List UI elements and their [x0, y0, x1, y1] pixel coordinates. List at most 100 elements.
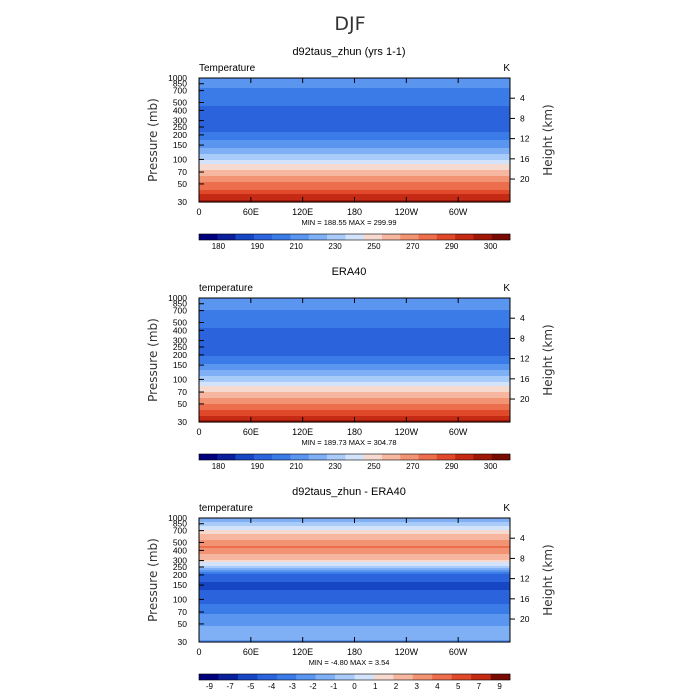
- contour-band: [199, 84, 510, 87]
- contour-band: [199, 548, 510, 551]
- panel-title: d92taus_zhun (yrs 1-1): [292, 46, 405, 58]
- contour-band: [199, 626, 510, 629]
- contour-band: [199, 152, 510, 155]
- colorbar-swatch: [345, 234, 364, 240]
- colorbar-frame: [198, 673, 511, 681]
- y-tick-label: 150: [173, 360, 187, 370]
- contour-band: [199, 372, 510, 375]
- y2-tick-label: 4: [520, 533, 525, 543]
- y-tick-label: 70: [178, 387, 188, 397]
- x-tick-label: 60E: [243, 207, 259, 217]
- contour-band: [199, 616, 510, 619]
- contour-band: [199, 82, 510, 85]
- colorbar-label: 7: [477, 682, 482, 691]
- contour-band: [199, 94, 510, 97]
- contour-band: [199, 608, 510, 611]
- colorbar-swatch: [473, 234, 492, 240]
- colorbar-swatch: [237, 674, 258, 680]
- x-tick-label: 120W: [395, 647, 419, 657]
- contour-band: [199, 402, 510, 405]
- contour-band: [199, 302, 510, 305]
- contour-band: [199, 408, 510, 411]
- colorbar-label: 250: [367, 462, 381, 471]
- contour-band: [199, 374, 510, 377]
- colorbar-swatch: [490, 674, 511, 680]
- colorbar-swatch: [473, 454, 492, 460]
- colorbar-swatch: [373, 674, 394, 680]
- y2-tick-label: 8: [520, 333, 525, 343]
- contour-band: [199, 394, 510, 397]
- contour-band: [199, 370, 510, 373]
- contour-band: [199, 140, 510, 143]
- contour-band: [199, 120, 510, 123]
- colorbar-label: 1: [373, 682, 378, 691]
- panel-2: ERA40 temperature K 0 60E 120E 180 120W 60W 30 50 7…: [146, 266, 555, 471]
- contour-band: [199, 606, 510, 609]
- contour-band: [199, 632, 510, 635]
- contour-band: [199, 160, 510, 163]
- x-tick-label: 60W: [449, 427, 468, 437]
- y-tick-label: 70: [178, 607, 188, 617]
- colorbar-swatch: [290, 234, 310, 240]
- y-tick-label: 850: [173, 519, 187, 529]
- contour-band: [199, 112, 510, 115]
- contour-band: [199, 532, 510, 535]
- contour-band: [199, 184, 510, 187]
- y2-tick-label: 16: [520, 374, 530, 384]
- contour-band: [199, 138, 510, 141]
- colorbar-label: 230: [328, 462, 342, 471]
- contour-band: [199, 114, 510, 117]
- colorbar-swatch: [471, 674, 491, 680]
- colorbar-label: 2: [394, 682, 399, 691]
- colorbar-label: -7: [227, 682, 235, 691]
- colorbar-label: 270: [406, 242, 420, 251]
- colorbar-label: 290: [445, 242, 459, 251]
- colorbar-swatch: [235, 454, 255, 460]
- y-tick-label: 700: [173, 86, 187, 96]
- colorbar-swatch: [276, 674, 297, 680]
- contour-band: [199, 176, 510, 179]
- contour-band: [199, 180, 510, 183]
- colorbar-swatch: [253, 454, 273, 460]
- colorbar-swatch: [418, 454, 438, 460]
- x-tick-label: 120E: [292, 647, 313, 657]
- contour-band: [199, 154, 510, 157]
- y-tick-label: 250: [173, 342, 187, 352]
- contour-band: [199, 340, 510, 343]
- colorbar-swatch: [363, 234, 383, 240]
- colorbar-swatch: [199, 454, 218, 460]
- field: [199, 298, 510, 423]
- contour-band: [199, 108, 510, 111]
- contour-band: [199, 580, 510, 583]
- colorbar-swatch: [290, 454, 310, 460]
- contour-band: [199, 610, 510, 613]
- contour-band: [199, 382, 510, 385]
- colorbar-label: 290: [445, 462, 459, 471]
- colorbar-label: -3: [289, 682, 297, 691]
- contour-band: [199, 602, 510, 605]
- colorbar-swatch: [381, 234, 401, 240]
- panels: d92taus_zhun (yrs 1-1)Temperature K0 60E 12…: [146, 46, 555, 691]
- y-tick-label: 100: [173, 594, 187, 604]
- contour-band: [199, 530, 510, 533]
- colorbar-label: 190: [251, 242, 265, 251]
- contour-band: [199, 528, 510, 531]
- contour-band: [199, 588, 510, 591]
- y-tick-label: 1000: [168, 73, 187, 83]
- contour-band: [199, 328, 510, 331]
- y-tick-label: 300: [173, 556, 187, 566]
- contour-band: [199, 106, 510, 109]
- contour-band: [199, 326, 510, 329]
- colorbar-swatch: [432, 674, 452, 680]
- y2-tick-label: 20: [520, 614, 530, 624]
- contour-band: [199, 346, 510, 349]
- contour-band: [199, 378, 510, 381]
- contour-band: [199, 312, 510, 315]
- colorbar-swatch: [400, 454, 419, 460]
- y-tick-label: 150: [173, 140, 187, 150]
- y-tick-label: 250: [173, 562, 187, 572]
- stats-text: MIN = 189.73 MAX = 304.78: [301, 438, 396, 447]
- colorbar-label: -9: [206, 682, 214, 691]
- contour-band: [199, 362, 510, 365]
